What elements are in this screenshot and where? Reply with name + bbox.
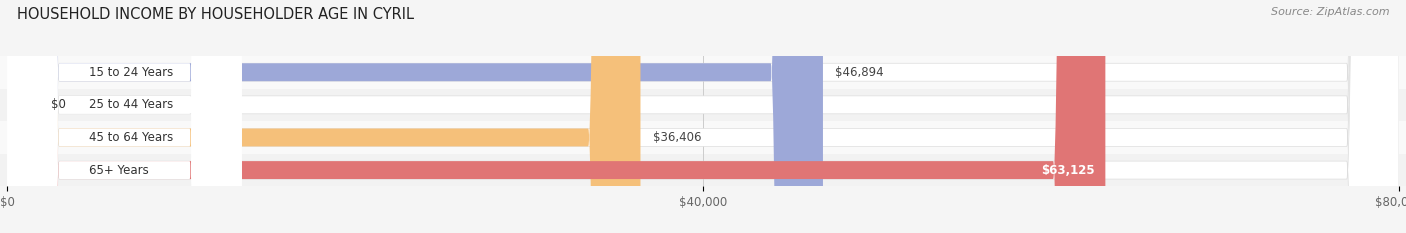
Text: HOUSEHOLD INCOME BY HOUSEHOLDER AGE IN CYRIL: HOUSEHOLD INCOME BY HOUSEHOLDER AGE IN C…	[17, 7, 413, 22]
FancyBboxPatch shape	[7, 0, 242, 233]
Text: $63,125: $63,125	[1042, 164, 1095, 177]
FancyBboxPatch shape	[0, 56, 1406, 89]
Text: $0: $0	[51, 98, 66, 111]
FancyBboxPatch shape	[0, 89, 1406, 121]
FancyBboxPatch shape	[7, 0, 1105, 233]
Text: 65+ Years: 65+ Years	[89, 164, 149, 177]
FancyBboxPatch shape	[0, 121, 1406, 154]
Text: 45 to 64 Years: 45 to 64 Years	[89, 131, 173, 144]
FancyBboxPatch shape	[7, 0, 242, 233]
Text: Source: ZipAtlas.com: Source: ZipAtlas.com	[1271, 7, 1389, 17]
Text: $36,406: $36,406	[652, 131, 702, 144]
FancyBboxPatch shape	[7, 0, 1399, 233]
FancyBboxPatch shape	[7, 0, 823, 233]
FancyBboxPatch shape	[7, 0, 1399, 233]
FancyBboxPatch shape	[7, 0, 1399, 233]
FancyBboxPatch shape	[7, 0, 641, 233]
FancyBboxPatch shape	[7, 0, 1399, 233]
Text: $46,894: $46,894	[835, 66, 884, 79]
FancyBboxPatch shape	[7, 0, 242, 233]
Text: 15 to 24 Years: 15 to 24 Years	[89, 66, 173, 79]
FancyBboxPatch shape	[0, 154, 1406, 186]
Text: 25 to 44 Years: 25 to 44 Years	[89, 98, 173, 111]
FancyBboxPatch shape	[7, 0, 242, 233]
